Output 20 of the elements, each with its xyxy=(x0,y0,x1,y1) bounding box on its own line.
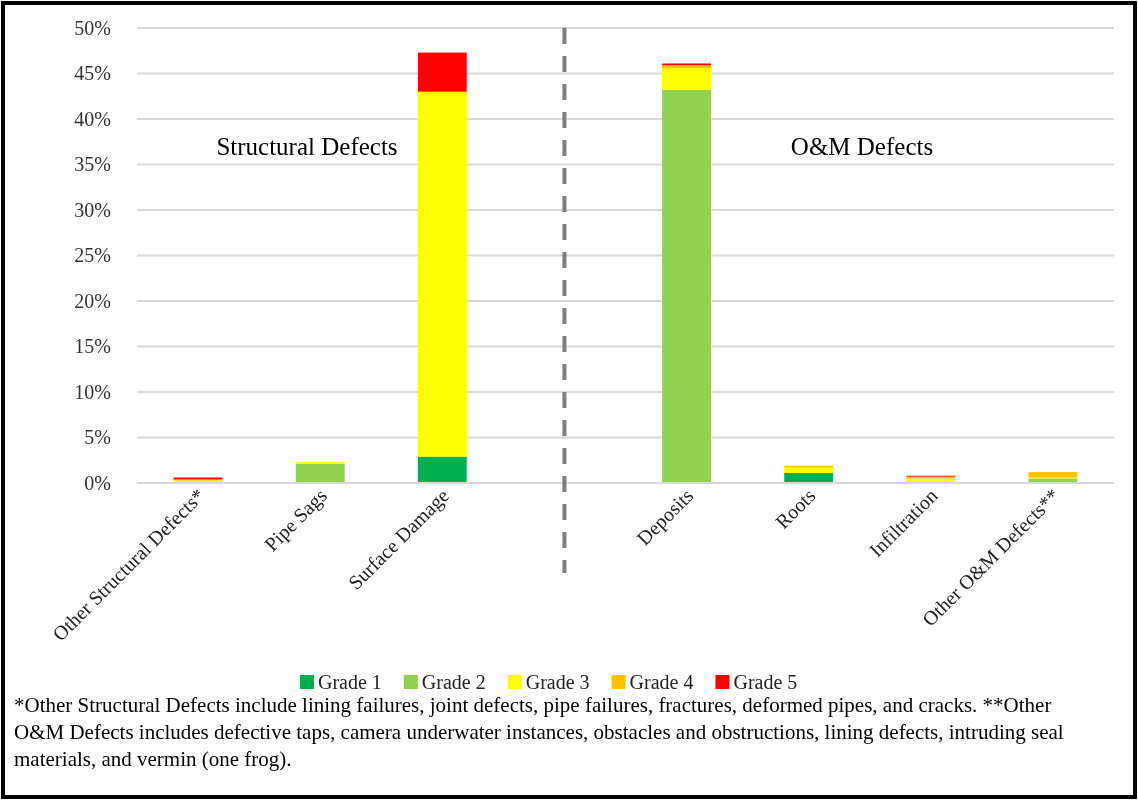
legend-label: Grade 2 xyxy=(421,671,486,693)
x-tick-label: Pipe Sags xyxy=(260,484,332,556)
legend-label: Grade 3 xyxy=(525,671,590,693)
annotation: Structural Defects xyxy=(216,133,398,160)
y-tick-label: 20% xyxy=(74,289,111,312)
y-tick-label: 0% xyxy=(84,471,111,494)
y-tick-label: 5% xyxy=(84,426,111,449)
y-tick-label: 10% xyxy=(74,380,111,403)
text: *Other Structural Defects include lining failures, joint defects, pipe failures, fractures, deformed pipes, and cracks. **Other O&M Defects includes defective taps, camera underwater instances, obstacles and obstructions, lining defects, intruding seal materials, and vermin (one frog). xyxy=(14,692,1065,773)
y-tick-label: 35% xyxy=(74,153,111,176)
legend-label: Grade 5 xyxy=(733,671,798,693)
annotation: O&M Defects xyxy=(790,133,934,160)
y-tick-label: 50% xyxy=(74,16,111,39)
y-tick-label: 15% xyxy=(74,335,111,358)
y-tick-label: 25% xyxy=(74,244,111,267)
legend-label: Grade 4 xyxy=(629,671,694,693)
y-tick-label: 45% xyxy=(74,62,111,85)
legend-label: Grade 1 xyxy=(318,671,382,693)
y-tick-label: 30% xyxy=(74,198,111,221)
y-tick-label: 40% xyxy=(74,107,111,130)
